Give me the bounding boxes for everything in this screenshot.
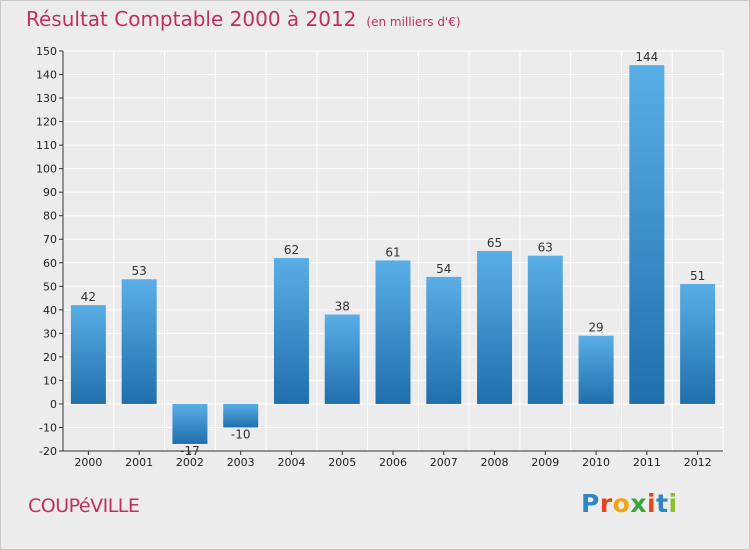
x-tick-label: 2006 [379, 456, 407, 469]
bar [477, 251, 513, 404]
y-tick-label: 10 [43, 374, 57, 387]
y-tick-label: 150 [36, 45, 57, 58]
y-tick-label: 110 [36, 139, 57, 152]
x-tick-label: 2012 [684, 456, 712, 469]
y-tick-label: -10 [39, 421, 57, 434]
bar [375, 260, 411, 404]
y-tick-label: 100 [36, 163, 57, 176]
bar-value-label: 29 [588, 321, 603, 335]
bar [578, 335, 614, 404]
bar [527, 255, 563, 404]
bar [324, 314, 360, 404]
x-tick-label: 2002 [176, 456, 204, 469]
bar-value-label: 144 [635, 50, 658, 64]
y-tick-label: 30 [43, 327, 57, 340]
bar-value-label: 54 [436, 262, 451, 276]
bar-value-label: 38 [335, 300, 350, 314]
unit-label: (en milliers d'€) [366, 15, 461, 29]
logo-letter: r [599, 489, 613, 518]
logo-letter: o [612, 489, 631, 518]
x-tick-label: 2005 [328, 456, 356, 469]
bar-value-label: 42 [81, 290, 96, 304]
bar [172, 403, 208, 444]
x-tick-label: 2008 [481, 456, 509, 469]
x-tick-label: 2009 [531, 456, 559, 469]
y-tick-label: 120 [36, 116, 57, 129]
bar-value-label: 65 [487, 236, 502, 250]
logo-letter: x [630, 489, 647, 518]
bar [121, 279, 157, 404]
x-tick-label: 2007 [430, 456, 458, 469]
proxiti-logo[interactable]: Proxiti [581, 489, 678, 518]
x-tick-label: 2000 [74, 456, 102, 469]
bar [629, 65, 665, 404]
y-tick-label: 50 [43, 280, 57, 293]
x-tick-label: 2001 [125, 456, 153, 469]
bar [223, 403, 259, 428]
y-tick-label: 40 [43, 304, 57, 317]
x-tick-label: 2004 [277, 456, 305, 469]
bar [273, 258, 309, 404]
chart-title: Résultat Comptable 2000 à 2012 (en millie… [26, 7, 461, 31]
logo-letter: t [656, 489, 669, 518]
bar [426, 276, 462, 404]
bar-value-label: 62 [284, 243, 299, 257]
y-tick-label: 80 [43, 210, 57, 223]
labels: -20 -10 0 10 20 30 40 50 60 70 80 90 100 110 120 130 140… [36, 45, 712, 469]
bar [70, 305, 106, 404]
y-tick-label: -20 [39, 445, 57, 458]
x-tick-label: 2003 [227, 456, 255, 469]
y-tick-label: 20 [43, 351, 57, 364]
title-text: Résultat Comptable 2000 à 2012 [26, 7, 357, 31]
logo-letter: i [668, 489, 678, 518]
bar-value-label: 63 [538, 241, 553, 255]
axes [59, 50, 723, 455]
bar-value-label: -10 [231, 427, 251, 441]
y-tick-label: 70 [43, 233, 57, 246]
town-name: COUPéVILLE [28, 495, 140, 517]
x-tick-label: 2011 [633, 456, 661, 469]
bar-value-label: 53 [132, 264, 147, 278]
bar-value-label: 51 [690, 269, 705, 283]
logo-letter: P [581, 489, 600, 518]
logo-letter: i [647, 489, 657, 518]
y-tick-label: 140 [36, 69, 57, 82]
x-tick-label: 2010 [582, 456, 610, 469]
bars [70, 65, 716, 444]
bar-value-label: 61 [385, 245, 400, 259]
y-tick-label: 90 [43, 186, 57, 199]
y-tick-label: 130 [36, 92, 57, 105]
bar-value-label: -17 [180, 444, 200, 458]
y-tick-label: 60 [43, 257, 57, 270]
y-tick-label: 0 [50, 398, 57, 411]
bar [680, 283, 716, 404]
